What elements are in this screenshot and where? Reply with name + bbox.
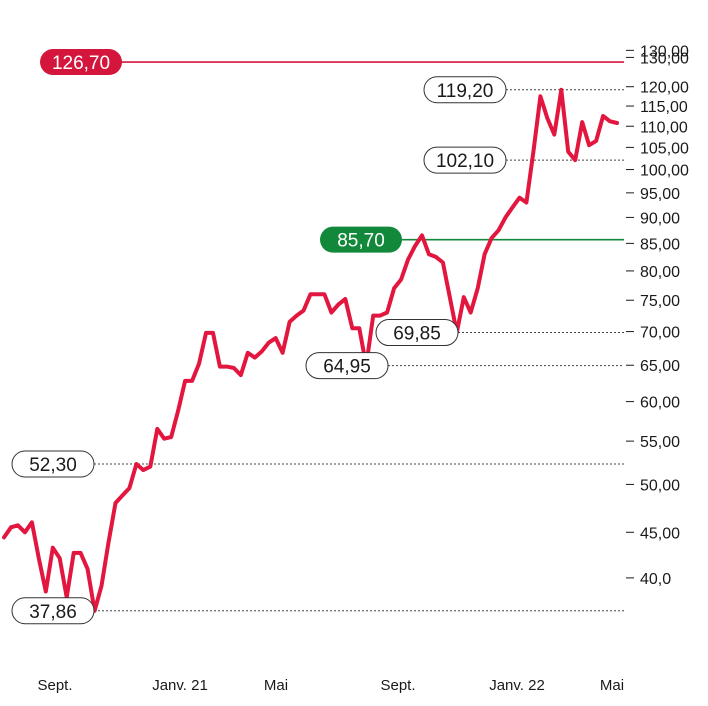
reference-lines [90,61,624,612]
x-tick-label: Sept. [37,677,72,694]
y-tick-label: 55,00 [640,434,680,451]
x-tick-label: Mai [600,677,624,694]
price-series [2,87,619,613]
value-pill [40,49,122,76]
value-pill [423,146,507,174]
value-label: 119,20 [437,81,494,102]
y-tick-label: 120,00 [640,80,689,97]
y-tick-label: 90,00 [640,210,680,227]
price-line [2,87,619,613]
y-tick-label: 100,00 [640,163,689,180]
y-tick-label: 70,00 [640,325,680,342]
value-label: 85,70 [337,231,385,252]
value-label: 69,85 [393,324,441,345]
y-tick-label: 80,00 [640,264,680,281]
value-label: 37,86 [29,602,77,623]
value-pill [11,450,95,478]
y-tick-label: 130,00 [640,50,689,67]
value-pill [375,319,459,347]
x-tick-label: Janv. 22 [489,677,545,694]
y-tick-label: 60,00 [640,395,680,412]
y-tick-label: 50,00 [640,477,680,494]
value-labels: 126,70 85,70 119,20 102,10 69,85 64,95 52,30 37… [11,49,507,625]
value-label: 126,70 [52,53,110,74]
value-pill [305,352,389,380]
y-tick-label: 115,00 [640,99,688,116]
y-tick-label: 65,00 [640,358,680,375]
value-pill [11,597,95,625]
y-tick-label: 130,00 [640,43,689,60]
value-label: 64,95 [323,357,371,378]
y-tick-label: 75,00 [640,293,680,310]
y-tick-label: 85,00 [640,236,680,253]
x-axis-ticks: Sept. Janv. 21 Mai Sept. Janv. 22 Mai [37,677,624,694]
y-tick-label: 45,00 [640,525,680,542]
y-tick-label: 110,00 [640,119,688,136]
value-label: 52,30 [29,455,77,476]
x-tick-label: Sept. [380,677,415,694]
y-tick-label: 105,00 [640,140,689,157]
value-label: 102,10 [436,151,494,172]
value-pill [423,76,507,104]
x-tick-label: Mai [264,677,288,694]
x-tick-label: Janv. 21 [152,677,208,694]
y-tick-label: 40,0 [640,571,671,588]
y-tick-label: 95,00 [640,186,680,203]
value-pill [320,226,402,253]
